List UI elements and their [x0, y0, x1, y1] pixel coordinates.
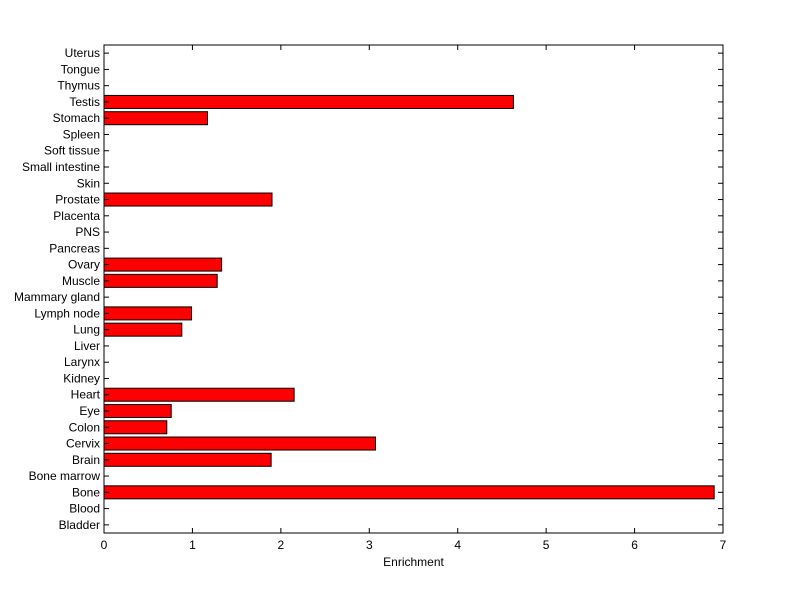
- category-label: Stomach: [53, 111, 100, 125]
- category-label: Thymus: [57, 79, 100, 93]
- category-label: Liver: [74, 339, 100, 353]
- bar-heart: [103, 387, 295, 402]
- category-label: Bladder: [59, 518, 100, 532]
- bar-lymph-node: [103, 306, 193, 321]
- x-tick-label: 5: [543, 538, 550, 552]
- category-label: Bone marrow: [29, 469, 101, 483]
- x-axis-label: Enrichment: [383, 555, 444, 569]
- bar-stomach: [103, 111, 208, 126]
- bar-bone: [103, 485, 715, 500]
- bars-group: [103, 94, 715, 500]
- bar-prostate: [103, 192, 273, 207]
- category-label: Spleen: [63, 127, 100, 141]
- x-tick-label: 4: [454, 538, 461, 552]
- category-label: Skin: [77, 176, 100, 190]
- category-label: Small intestine: [22, 160, 100, 174]
- category-label: Ovary: [68, 258, 100, 272]
- bar-lung: [103, 322, 183, 337]
- category-label: PNS: [75, 225, 100, 239]
- bar-ovary: [103, 257, 223, 272]
- category-label: Placenta: [53, 209, 100, 223]
- category-label: Pancreas: [49, 241, 100, 255]
- plot-area: [103, 44, 724, 534]
- ticks-group: [103, 45, 724, 533]
- x-tick-label: 2: [278, 538, 285, 552]
- category-label: Prostate: [55, 193, 100, 207]
- category-label: Bone: [72, 485, 100, 499]
- x-tick-label: 0: [101, 538, 108, 552]
- category-label: Lung: [73, 323, 100, 337]
- category-label: Testis: [69, 95, 100, 109]
- bar-muscle: [103, 273, 218, 288]
- bar-testis: [103, 94, 514, 109]
- category-label: Soft tissue: [44, 144, 100, 158]
- category-label: Heart: [71, 388, 101, 402]
- category-label: Tongue: [61, 62, 101, 76]
- x-tick-labels-group: 0 1 2 3 4 5 6 7: [101, 538, 727, 552]
- bar-eye: [103, 403, 172, 419]
- category-label: Muscle: [62, 274, 100, 288]
- x-tick-label: 1: [189, 538, 196, 552]
- bar-cervix: [103, 436, 376, 451]
- category-label: Lymph node: [34, 306, 100, 320]
- x-tick-label: 6: [631, 538, 638, 552]
- bar-colon: [103, 420, 168, 435]
- category-label: Cervix: [66, 437, 100, 451]
- category-label: Mammary gland: [14, 290, 100, 304]
- category-label: Colon: [69, 420, 100, 434]
- category-labels-group: Uterus Tongue Thymus Testis Stomach Spleen Sof…: [14, 46, 101, 532]
- category-label: Blood: [69, 502, 100, 516]
- x-tick-label: 7: [720, 538, 727, 552]
- bar-brain: [103, 452, 272, 467]
- category-label: Brain: [72, 453, 100, 467]
- category-label: Uterus: [65, 46, 100, 60]
- category-label: Larynx: [64, 355, 100, 369]
- category-label: Eye: [79, 404, 100, 418]
- x-tick-label: 3: [366, 538, 373, 552]
- category-label: Kidney: [63, 371, 100, 385]
